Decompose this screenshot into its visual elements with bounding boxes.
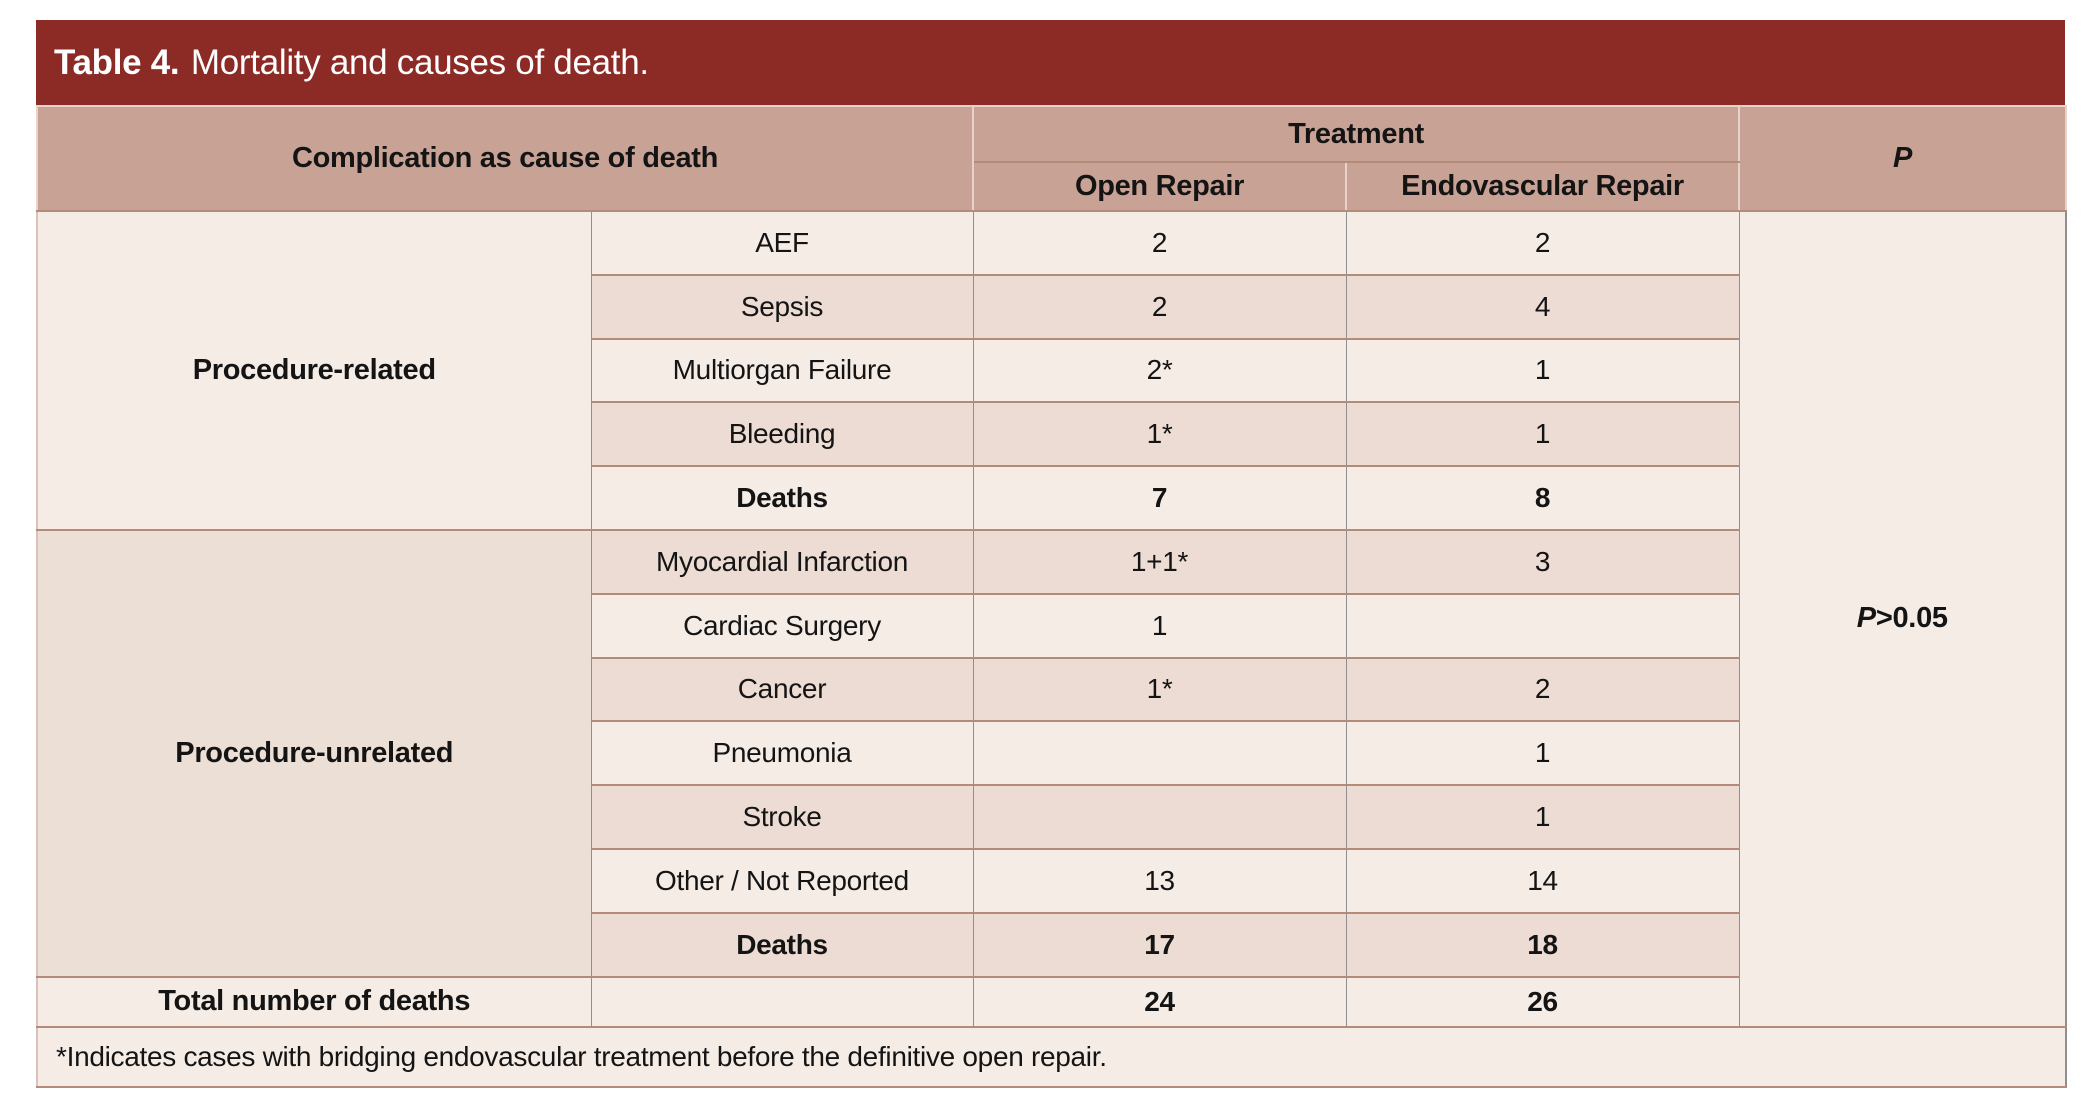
total-deaths-row: Total number of deaths 24 26 xyxy=(36,975,2066,1027)
complication-label: Pneumonia xyxy=(590,720,974,786)
endovascular-value: 2 xyxy=(1345,656,1740,722)
table-row: Cancer 1* 2 xyxy=(37,656,2066,722)
table-title-bar: Table 4. Mortality and causes of death. xyxy=(36,20,2065,105)
header-endovascular-repair: Endovascular Repair xyxy=(1345,161,1741,212)
header-row-2: Open Repair Endovascular Repair xyxy=(37,161,2066,212)
table-caption: Mortality and causes of death. xyxy=(190,42,649,82)
open-repair-value: 1* xyxy=(972,401,1347,467)
deaths-label: Deaths xyxy=(590,465,974,530)
open-repair-value: 13 xyxy=(972,847,1347,913)
header-p: P xyxy=(1738,105,2068,212)
header-treatment: Treatment xyxy=(972,105,1741,163)
p-value: >0.05 xyxy=(1875,602,1948,635)
endovascular-value: 3 xyxy=(1345,528,1740,594)
total-deaths-label: Total number of deaths xyxy=(36,975,592,1027)
complication-label: Multiorgan Failure xyxy=(590,337,974,403)
table-row: Bleeding 1* 1 xyxy=(37,401,2066,467)
complication-label: AEF xyxy=(590,210,974,275)
deaths-subtotal-row: Deaths 17 18 xyxy=(37,911,2066,977)
footnote-row: *Indicates cases with bridging endovascu… xyxy=(36,1025,2067,1087)
table-row: Sepsis 2 4 xyxy=(37,273,2066,339)
table-row: Cardiac Surgery 1 xyxy=(37,592,2066,658)
open-repair-value: 2 xyxy=(972,210,1347,275)
table-row: Other / Not Reported 13 14 xyxy=(37,847,2066,913)
table-row: Procedure-related AEF 2 2 P>0.05 xyxy=(36,210,2067,1027)
mortality-data-table: Complication as cause of death Treatment… xyxy=(35,105,2068,1088)
footnote-text: *Indicates cases with bridging endovascu… xyxy=(36,1025,2067,1087)
mortality-table: Table 4. Mortality and causes of death. … xyxy=(35,20,2068,1088)
open-repair-value: 1* xyxy=(972,656,1347,722)
endovascular-deaths: 8 xyxy=(1345,465,1740,530)
endovascular-value: 1 xyxy=(1345,337,1740,403)
endovascular-value: 14 xyxy=(1345,847,1740,913)
open-repair-deaths: 7 xyxy=(972,465,1347,530)
open-repair-value: 2 xyxy=(972,273,1347,339)
open-repair-value: 2* xyxy=(972,337,1347,403)
open-repair-value xyxy=(972,720,1347,786)
open-repair-value xyxy=(972,784,1347,849)
total-empty-cell xyxy=(590,975,974,1027)
table-row: Multiorgan Failure 2* 1 xyxy=(37,337,2066,403)
group-cell-procedure-related: Procedure-related xyxy=(36,210,592,530)
header-complication: Complication as cause of death xyxy=(35,105,975,212)
table-row: Stroke 1 xyxy=(37,784,2066,849)
table-number: Table 4. xyxy=(54,42,180,82)
endovascular-value: 4 xyxy=(1345,273,1740,339)
group-cell-procedure-unrelated: Procedure-unrelated xyxy=(36,528,592,977)
table-row: Pneumonia 1 xyxy=(37,720,2066,786)
endovascular-deaths: 18 xyxy=(1345,911,1740,977)
complication-label: Stroke xyxy=(590,784,974,849)
table-header: Complication as cause of death Treatment… xyxy=(35,105,2068,212)
p-symbol: P xyxy=(1856,602,1876,635)
complication-label: Other / Not Reported xyxy=(590,847,974,913)
complication-label: Myocardial Infarction xyxy=(590,528,974,594)
endovascular-value: 1 xyxy=(1345,784,1740,849)
header-open-repair: Open Repair xyxy=(972,161,1348,212)
complication-label: Cardiac Surgery xyxy=(590,592,974,658)
endovascular-value: 2 xyxy=(1345,210,1740,275)
total-open-repair: 24 xyxy=(972,975,1347,1027)
table-row: Procedure-unrelated Myocardial Infarctio… xyxy=(36,528,2066,977)
p-value-cell: P>0.05 xyxy=(1738,211,2067,1027)
deaths-label: Deaths xyxy=(590,911,974,977)
complication-label: Bleeding xyxy=(590,401,974,467)
deaths-subtotal-row: Deaths 7 8 xyxy=(37,465,2066,530)
endovascular-value xyxy=(1345,592,1740,658)
endovascular-value: 1 xyxy=(1345,720,1740,786)
open-repair-value: 1 xyxy=(972,592,1347,658)
complication-label: Sepsis xyxy=(590,273,974,339)
open-repair-deaths: 17 xyxy=(972,911,1347,977)
total-endovascular: 26 xyxy=(1345,975,1740,1027)
open-repair-value: 1+1* xyxy=(972,528,1347,594)
endovascular-value: 1 xyxy=(1345,401,1740,467)
header-row-1: Complication as cause of death Treatment… xyxy=(35,105,2068,212)
complication-label: Cancer xyxy=(590,656,974,722)
